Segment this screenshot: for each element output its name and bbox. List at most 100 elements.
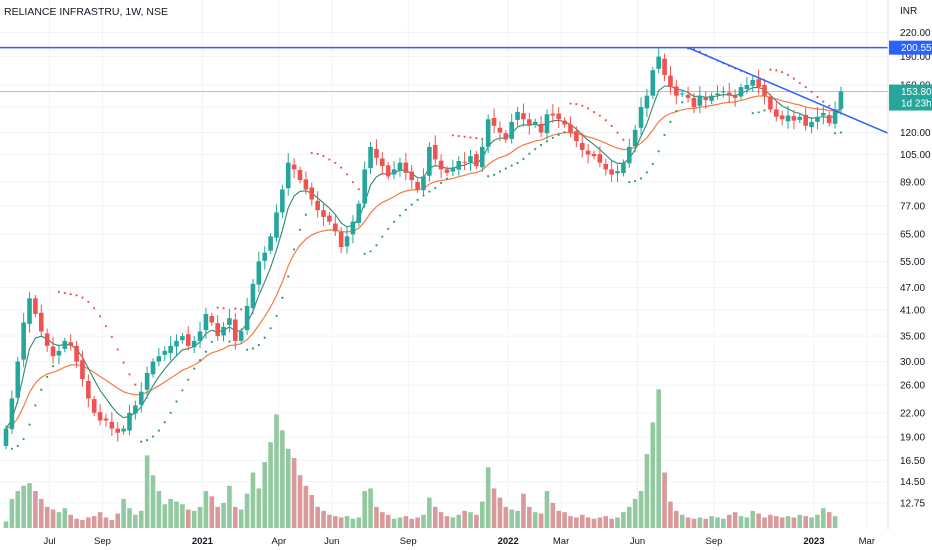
- candle: [362, 161, 367, 209]
- volume-bar: [679, 514, 685, 528]
- candle: [427, 142, 432, 182]
- psar-dot: [416, 198, 419, 201]
- psar-dot: [675, 110, 678, 113]
- psar-dot: [363, 252, 366, 255]
- psar-dot: [786, 73, 790, 77]
- candle-body: [80, 360, 85, 379]
- volume-bar: [315, 506, 320, 528]
- psar-dot: [328, 158, 331, 161]
- volume-bar: [585, 517, 591, 528]
- psar-dot: [798, 81, 801, 85]
- psar-dot: [451, 134, 454, 137]
- candle: [391, 161, 397, 180]
- psar-dot: [463, 135, 466, 138]
- candle: [168, 336, 173, 361]
- volume-bar: [726, 514, 732, 528]
- candle-body: [462, 161, 467, 163]
- candle-body: [180, 336, 185, 341]
- candle-body: [303, 179, 309, 190]
- psar-dot: [163, 421, 166, 424]
- candle-body: [809, 121, 814, 128]
- price-axis[interactable]: 220.00190.00160.00140.00120.00105.0089.0…: [889, 28, 932, 510]
- candle-body: [197, 331, 203, 341]
- psar-dot: [822, 100, 825, 103]
- psar-dot: [392, 220, 396, 223]
- volume-bar: [609, 518, 614, 528]
- candle-body: [503, 133, 509, 140]
- candle: [138, 382, 144, 413]
- candle: [503, 129, 509, 143]
- psar-dot: [498, 170, 502, 173]
- candle-body: [44, 333, 50, 346]
- psar-dot: [193, 367, 196, 370]
- psar-dot: [581, 104, 584, 107]
- candle: [773, 101, 779, 122]
- candle: [215, 315, 220, 341]
- candle-body: [209, 316, 215, 323]
- psar-dot: [281, 296, 284, 299]
- candle-body: [803, 114, 808, 126]
- psar-dot: [10, 447, 13, 450]
- candle: [462, 152, 467, 171]
- candle: [197, 321, 203, 349]
- psar-dot: [516, 161, 519, 164]
- candle-body: [591, 153, 597, 157]
- candle-body: [685, 94, 691, 98]
- psar-dot: [487, 175, 490, 178]
- candle: [156, 348, 162, 367]
- volume-bar: [168, 498, 173, 528]
- time-axis[interactable]: JulSep2021AprJunSep2022MarJunSep2023MarJ…: [43, 536, 932, 547]
- psar-dot: [639, 177, 643, 180]
- volume-bar: [309, 495, 315, 528]
- volume-bar: [703, 518, 709, 528]
- candle: [38, 304, 44, 337]
- psar-dot: [569, 102, 572, 105]
- candle-body: [815, 116, 820, 122]
- candle: [280, 184, 285, 219]
- candle-body: [274, 212, 279, 238]
- candle: [603, 159, 609, 176]
- volume-bar: [180, 504, 185, 528]
- volume-bar: [227, 485, 232, 528]
- volume-bar: [574, 517, 579, 528]
- candle-body: [768, 96, 773, 110]
- volume-bar: [773, 516, 779, 528]
- volume-bar: [768, 514, 773, 528]
- psar-dot: [51, 365, 55, 368]
- candle: [468, 149, 473, 171]
- candle: [815, 107, 820, 130]
- candle: [121, 425, 126, 435]
- candle-body: [133, 405, 138, 414]
- psar-dot: [216, 306, 219, 309]
- fast-ma-line: [5, 85, 842, 429]
- candle-body: [403, 162, 409, 173]
- candle: [133, 400, 138, 420]
- volume-bar: [444, 516, 450, 528]
- candle-body: [374, 148, 379, 158]
- candle: [585, 144, 591, 164]
- candle: [162, 346, 168, 361]
- volume-bar: [803, 516, 808, 528]
- candle: [403, 153, 409, 181]
- candle: [21, 312, 26, 368]
- psar-dot: [510, 164, 513, 167]
- candle-body: [280, 189, 285, 213]
- candle-body: [697, 95, 703, 106]
- volume-bar: [338, 517, 344, 528]
- candle: [438, 154, 444, 179]
- volume-bar: [380, 512, 385, 528]
- psar-dot: [46, 375, 49, 379]
- psar-dot: [557, 133, 560, 136]
- candle: [344, 226, 350, 254]
- volume-bar: [27, 483, 32, 528]
- candle: [332, 215, 338, 236]
- candle-body: [127, 412, 132, 431]
- candle: [33, 295, 38, 318]
- candle-body: [344, 236, 350, 247]
- candle-body: [27, 298, 32, 324]
- candle: [527, 112, 532, 135]
- volume-bar: [21, 485, 26, 528]
- volume-bar: [462, 510, 467, 528]
- volume-bars: [3, 389, 838, 528]
